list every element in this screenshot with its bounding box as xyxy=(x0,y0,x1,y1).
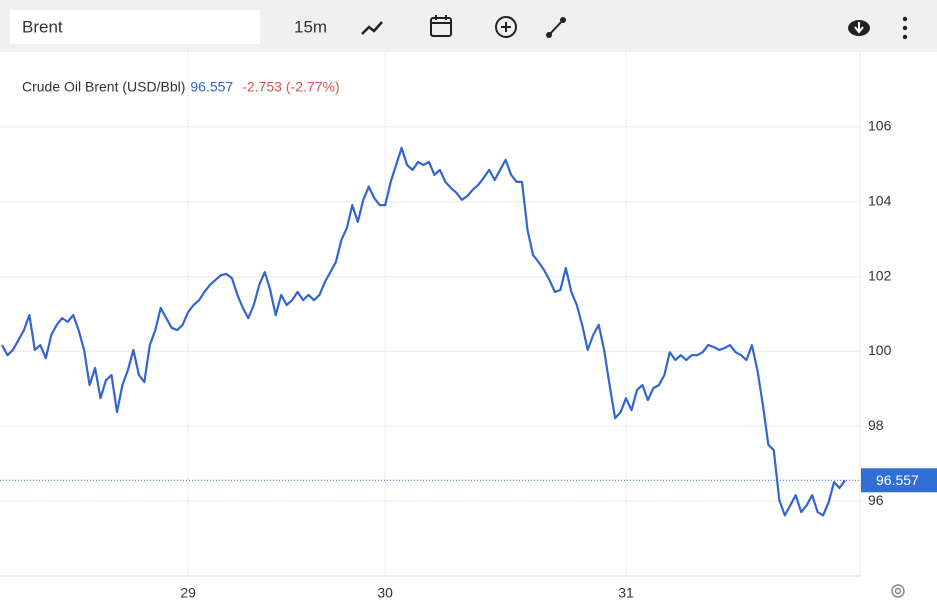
menu-icon[interactable] xyxy=(902,16,908,40)
x-tick-label: 31 xyxy=(618,585,634,601)
y-tick-label: 100 xyxy=(868,342,892,358)
calendar-icon[interactable] xyxy=(430,15,452,37)
legend: Crude Oil Brent (USD/Bbl) 96.557 -2.753 … xyxy=(22,79,340,95)
y-tick-label: 102 xyxy=(868,267,892,283)
line-icon[interactable] xyxy=(361,21,383,35)
settings-icon[interactable] xyxy=(891,584,905,598)
y-tick-label: 106 xyxy=(868,118,892,134)
add-icon[interactable] xyxy=(495,16,517,38)
draw-icon[interactable] xyxy=(546,17,566,38)
last-price-box xyxy=(861,468,937,493)
y-tick-label: 98 xyxy=(868,417,884,433)
legend-title: Crude Oil Brent (USD/Bbl) xyxy=(22,79,185,95)
search-box[interactable] xyxy=(10,10,260,44)
last-price-label: 96.557 xyxy=(876,472,919,488)
download-icon[interactable] xyxy=(848,20,870,36)
y-tick-label: 104 xyxy=(868,192,892,208)
price-line xyxy=(1,146,846,517)
x-tick-label: 30 xyxy=(377,585,393,601)
y-tick-label: 96 xyxy=(868,492,884,508)
legend-change-pct: (-2.77%) xyxy=(286,79,340,95)
legend-value: 96.557 xyxy=(190,79,233,95)
legend-change: -2.753 xyxy=(242,79,282,95)
interval[interactable]: 15m xyxy=(294,17,327,36)
search-text[interactable]: Brent xyxy=(22,17,63,36)
x-tick-label: 29 xyxy=(180,585,196,601)
